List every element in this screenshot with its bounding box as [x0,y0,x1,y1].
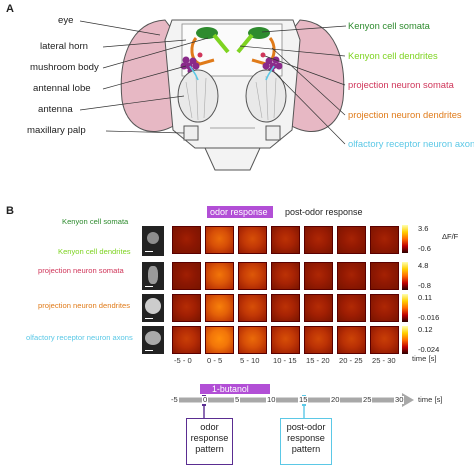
label-lateral-horn: lateral horn [40,41,88,52]
odor-box-line-1: odor [200,422,219,432]
anatomy-thumbnail-kenyon-cells [142,226,164,256]
anatomy-thumbnail-pn-somata [142,262,164,290]
row-label-projection-neuron-dendrites: projection neuron dendrites [38,301,131,310]
row-label-kenyon-cell-dendrites: Kenyon cell dendrites [58,247,131,256]
colorbar-orn-axons [402,326,408,354]
anatomy-thumbnail-orn-axons [142,326,164,354]
response-tile [337,294,366,322]
response-tile [337,262,366,290]
post-box-line-3: pattern [291,443,321,454]
scale-max-pn-dendrites: 0.11 [418,293,433,302]
right-maxillary-palp [265,125,281,141]
scale-max-pn-somata: 4.8 [418,261,429,270]
left-antenna [177,69,219,123]
label-antennal-lobe: antennal lobe [33,83,91,94]
timeline-tick-label: 25 [362,395,373,404]
response-tile [172,226,201,254]
stimulus-bar [200,384,270,394]
time-bin-label: 0 - 5 [207,356,223,365]
response-tile [271,262,300,290]
response-tile [238,262,267,290]
time-bin-label: 15 - 20 [306,356,330,365]
label-eye: eye [58,15,74,26]
label-projection-neuron-somata: projection neuron somata [348,79,454,90]
colorbar-pn-somata [402,262,408,290]
stimulus-label: 1-butanol [212,384,249,394]
row-label-projection-neuron-somata: projection neuron somata [38,266,124,275]
colorbar-pn-dendrites [402,294,408,322]
response-tile [304,262,333,290]
fly-head-illustration [79,19,347,171]
colorbar-kenyon [402,225,408,253]
response-tile [370,226,399,254]
label-olfactory-receptor-neuron-axons: olfactory receptor neuron axons [348,138,474,149]
odor-box-line-3: pattern [195,443,224,454]
odor-response-label: odor response [210,207,268,217]
panel-b-letter: B [6,205,14,217]
response-tile [370,262,399,290]
scale-min-kenyon: -0.6 [418,244,431,253]
label-maxillary-palp: maxillary palp [27,125,86,136]
row-label-kenyon-cell-somata: Kenyon cell somata [62,217,129,226]
scale-max-orn-axons: 0.12 [418,325,433,334]
proboscis [204,147,261,171]
time-bin-label: 25 - 30 [372,356,396,365]
response-tile [238,294,267,322]
row-label-olfactory-receptor-neuron-axons: olfactory receptor neuron axons [26,333,133,342]
response-tile [271,326,300,354]
response-tile [271,226,300,254]
response-tile [370,326,399,354]
time-bin-label: -5 - 0 [174,356,192,365]
timeline-tick-label: 30 [394,395,405,404]
label-kenyon-cell-dendrites: Kenyon cell dendrites [348,50,438,61]
response-tile [271,294,300,322]
scale-min-pn-dendrites: -0.016 [418,313,440,322]
post-odor-response-label: post-odor response [285,207,363,217]
scale-min-orn-axons: -0.024 [418,345,440,354]
label-mushroom-body: mushroom body [30,62,99,73]
response-tile [304,294,333,322]
post-box-line-1: post-odor [286,422,326,432]
label-antenna: antenna [38,104,73,115]
scale-max-kenyon: 3.6 [418,224,429,233]
timeline-tick-label: 10 [266,395,277,404]
panel-a-letter: A [6,3,14,15]
odor-response-bar [207,206,273,218]
timeline-tick-label: 5 [234,395,241,404]
response-tile [304,326,333,354]
label-kenyon-cell-somata: Kenyon cell somata [348,20,430,31]
response-tile [172,326,201,354]
response-tile [337,226,366,254]
response-tile [205,262,234,290]
response-tile [238,226,267,254]
time-unit-label: time [s] [412,354,437,363]
time-bin-label: 10 - 15 [273,356,297,365]
response-tile [172,262,201,290]
dff-label: ΔF/F [442,232,459,241]
timeline-tick-label: 20 [330,395,341,404]
response-tile [304,226,333,254]
odor-response-pattern-box: odor response pattern [186,418,233,465]
timeline-tick-label: 0 [202,395,209,404]
response-tile [205,326,234,354]
response-tile [205,226,234,254]
timeline-tick-label: -5 [170,395,179,404]
time-bin-label: 5 - 10 [240,356,260,365]
anatomy-thumbnail-pn-dendrites [142,294,164,322]
odor-box-line-2: response [190,432,229,443]
time-bin-label: 20 - 25 [339,356,363,365]
response-tile [238,326,267,354]
response-tile [205,294,234,322]
scale-min-pn-somata: -0.8 [418,281,431,290]
post-odor-response-pattern-box: post-odor response pattern [280,418,332,465]
label-projection-neuron-dendrites: projection neuron dendrites [348,109,462,120]
response-tile [337,326,366,354]
response-tile [172,294,201,322]
timeline-unit-label: time [s] [418,395,443,404]
post-box-line-2: response [287,432,325,443]
timeline-tick-label: 15 [298,395,309,404]
response-tile [370,294,399,322]
